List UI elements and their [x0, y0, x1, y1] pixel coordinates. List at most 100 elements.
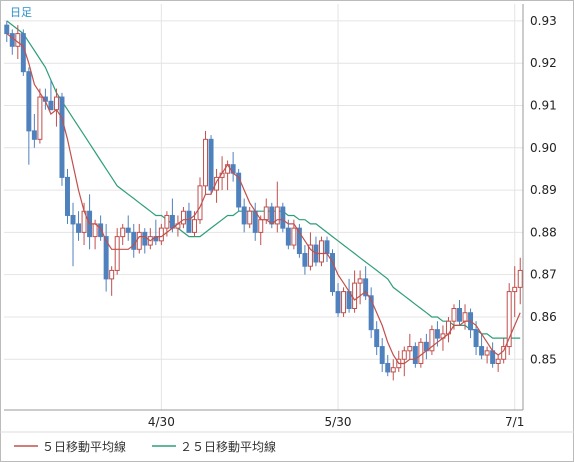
candle-down — [142, 231, 148, 246]
candle-up — [180, 210, 186, 225]
candle-up — [214, 176, 220, 191]
candle-up — [390, 367, 396, 373]
candle-up — [274, 206, 280, 225]
candle-down — [285, 227, 291, 246]
x-tick-label: 7/1 — [505, 415, 524, 429]
candle-up — [15, 33, 21, 47]
candle-up — [203, 138, 209, 187]
candle-down — [335, 291, 341, 314]
candle-down — [374, 329, 380, 348]
candle-up — [512, 286, 518, 293]
candle-down — [65, 176, 70, 216]
candle-up — [462, 312, 468, 322]
candle-up — [109, 269, 115, 280]
candle-down — [59, 96, 65, 178]
grid-layer — [4, 4, 523, 410]
candle-up — [136, 231, 142, 250]
candle-up — [120, 227, 126, 238]
y-tick-label: 0.93 — [530, 14, 557, 28]
candle-down — [208, 138, 214, 191]
candle-down — [379, 346, 385, 364]
candle-down — [302, 253, 308, 267]
candle-down — [20, 33, 26, 73]
candle-up — [401, 350, 407, 360]
candle-up — [352, 282, 358, 309]
y-tick-label: 0.89 — [530, 183, 557, 197]
candle-up — [484, 350, 490, 356]
candle-up — [506, 291, 512, 348]
candle-down — [131, 231, 137, 250]
ma5-layer — [6, 33, 521, 365]
candle-up — [258, 219, 264, 233]
y-tick-label: 0.92 — [530, 56, 557, 70]
candle-down — [434, 329, 440, 339]
candle-up — [418, 341, 424, 364]
candle-up — [92, 223, 98, 238]
y-tick-label: 0.91 — [530, 99, 557, 113]
candle-up — [495, 358, 501, 364]
candle-layer — [4, 20, 523, 381]
candle-down — [368, 295, 374, 331]
ma5-line — [6, 33, 521, 365]
x-tick-labels: 4/30 5/30 7/1 — [148, 415, 524, 429]
candle-down — [457, 308, 462, 322]
candle-down — [490, 350, 496, 364]
candle-up — [341, 291, 347, 314]
legend-ma5: ５日移動平均線 — [14, 439, 126, 454]
candle-down — [385, 362, 391, 373]
candle-up — [517, 269, 523, 288]
candle-up — [318, 240, 324, 263]
candle-down — [412, 346, 418, 364]
candle-up — [191, 219, 197, 233]
x-tick-label: 4/30 — [148, 415, 175, 429]
candle-down — [280, 206, 286, 229]
legend-ma25: ２５日移動平均線 — [152, 439, 276, 454]
candle-down — [479, 346, 485, 356]
legend-ma5-label: ５日移動平均線 — [42, 439, 126, 454]
candle-up — [114, 236, 120, 271]
candle-down — [125, 227, 131, 233]
candle-down — [169, 214, 175, 229]
candle-down — [241, 206, 247, 225]
candle-down — [186, 210, 192, 233]
candle-down — [48, 100, 54, 111]
candle-down — [31, 130, 37, 140]
timeframe-badge: 日足 — [10, 6, 32, 19]
candle-down — [473, 329, 479, 348]
candle-up — [247, 210, 253, 225]
candle-down — [236, 172, 242, 208]
candle-down — [324, 240, 330, 255]
legend-ma25-label: ２５日移動平均線 — [180, 439, 276, 454]
candle-down — [269, 206, 275, 225]
candle-down — [26, 71, 32, 132]
candle-down — [330, 253, 336, 293]
candle-down — [363, 278, 369, 297]
x-tick-label: 5/30 — [325, 415, 352, 429]
ma25-line — [6, 20, 521, 339]
candle-down — [76, 223, 82, 233]
candle-up — [407, 346, 413, 352]
candle-up — [429, 329, 435, 352]
candle-up — [263, 206, 269, 221]
candle-up — [158, 227, 164, 242]
y-tick-label: 0.88 — [530, 225, 557, 239]
candle-up — [451, 308, 457, 322]
candle-down — [296, 227, 302, 255]
ma25-layer — [6, 20, 521, 339]
candle-up — [53, 96, 59, 111]
candle-up — [291, 227, 297, 246]
y-tick-label: 0.86 — [530, 310, 557, 324]
candle-up — [37, 96, 43, 140]
candle-down — [70, 214, 76, 225]
candle-up — [357, 278, 363, 284]
candle-up — [164, 214, 170, 229]
y-tick-label: 0.87 — [530, 268, 557, 282]
candle-down — [4, 24, 10, 35]
candle-up — [307, 244, 313, 267]
y-tick-labels: 0.85 0.86 0.87 0.88 0.89 0.90 0.91 0.92 0.93 — [530, 14, 557, 366]
candle-down — [98, 223, 104, 238]
candle-down — [103, 236, 109, 280]
y-tick-label: 0.90 — [530, 141, 557, 155]
